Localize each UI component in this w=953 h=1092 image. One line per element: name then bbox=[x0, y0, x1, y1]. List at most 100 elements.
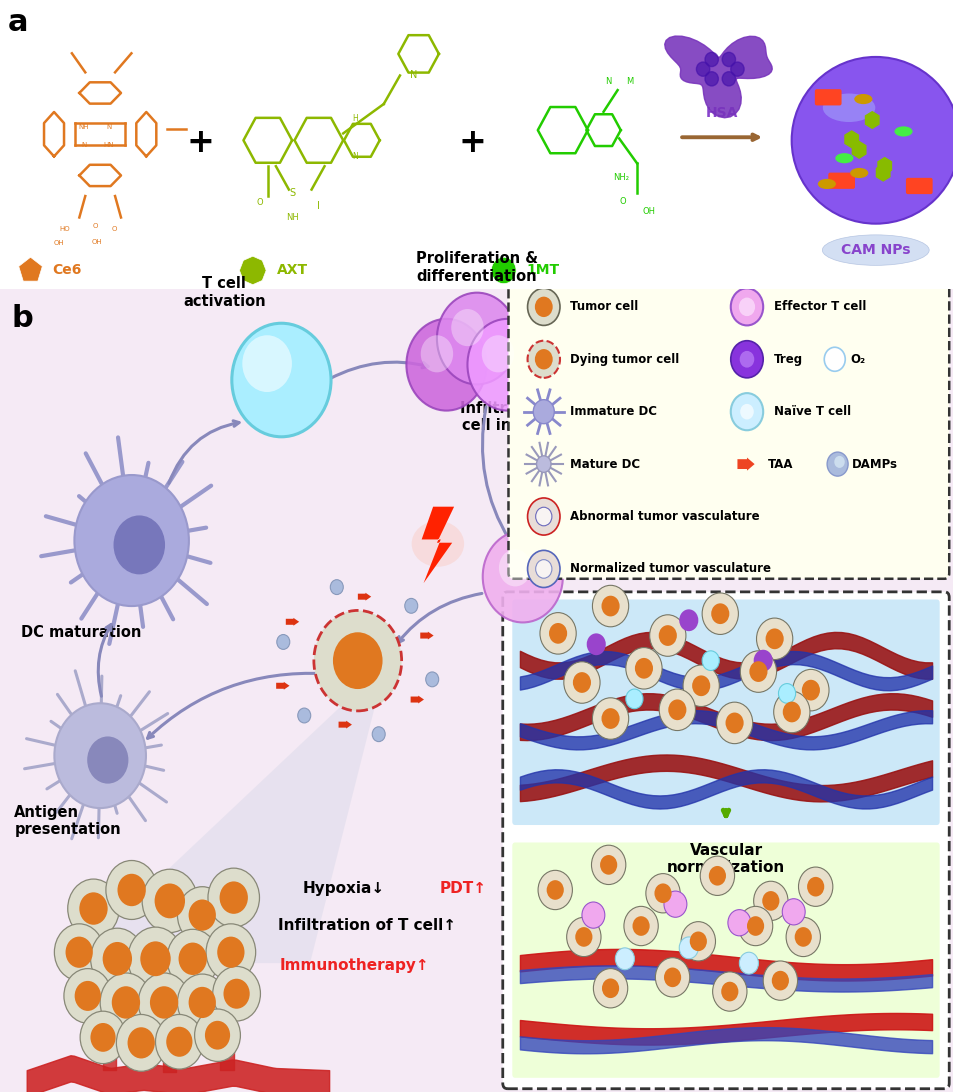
Circle shape bbox=[792, 669, 828, 711]
Text: HN: HN bbox=[104, 142, 114, 147]
Text: N: N bbox=[352, 152, 358, 162]
Circle shape bbox=[739, 952, 758, 974]
Text: NH: NH bbox=[78, 124, 89, 130]
Circle shape bbox=[572, 672, 590, 692]
Circle shape bbox=[753, 650, 772, 672]
Circle shape bbox=[649, 615, 685, 656]
Circle shape bbox=[314, 610, 401, 711]
Circle shape bbox=[712, 972, 746, 1011]
Circle shape bbox=[205, 1021, 230, 1049]
Circle shape bbox=[219, 881, 248, 914]
Circle shape bbox=[730, 288, 762, 325]
Ellipse shape bbox=[411, 521, 463, 567]
Circle shape bbox=[601, 978, 618, 998]
FancyArrow shape bbox=[286, 618, 299, 626]
Circle shape bbox=[701, 593, 738, 634]
Circle shape bbox=[206, 924, 255, 981]
Circle shape bbox=[600, 595, 619, 616]
FancyArrow shape bbox=[410, 696, 423, 703]
Text: N: N bbox=[107, 124, 112, 130]
Circle shape bbox=[150, 986, 178, 1019]
Circle shape bbox=[720, 982, 738, 1001]
Circle shape bbox=[74, 981, 101, 1011]
Circle shape bbox=[761, 891, 779, 911]
Circle shape bbox=[535, 507, 551, 525]
Circle shape bbox=[482, 531, 562, 622]
Circle shape bbox=[663, 891, 686, 917]
Polygon shape bbox=[421, 507, 454, 583]
Circle shape bbox=[116, 1014, 166, 1071]
Text: O: O bbox=[112, 226, 116, 232]
Circle shape bbox=[113, 515, 165, 574]
Text: N: N bbox=[81, 142, 87, 147]
Circle shape bbox=[730, 62, 743, 76]
Circle shape bbox=[142, 869, 197, 933]
Text: O: O bbox=[92, 223, 98, 229]
Circle shape bbox=[406, 319, 486, 411]
Circle shape bbox=[689, 931, 706, 951]
Circle shape bbox=[623, 906, 658, 946]
Circle shape bbox=[645, 874, 679, 913]
Text: Proliferation &
differentiation: Proliferation & differentiation bbox=[416, 251, 537, 284]
Circle shape bbox=[527, 498, 559, 535]
Circle shape bbox=[753, 881, 787, 921]
Circle shape bbox=[826, 452, 847, 476]
Circle shape bbox=[64, 969, 112, 1023]
Text: CAM NPs: CAM NPs bbox=[841, 244, 909, 257]
Text: T cell
activation: T cell activation bbox=[183, 276, 265, 309]
Text: Normalized tumor vasculature: Normalized tumor vasculature bbox=[570, 562, 771, 575]
Ellipse shape bbox=[835, 153, 853, 164]
Circle shape bbox=[177, 887, 227, 943]
Circle shape bbox=[659, 689, 695, 731]
FancyArrow shape bbox=[275, 681, 289, 690]
Text: b: b bbox=[11, 304, 33, 333]
Circle shape bbox=[128, 1028, 154, 1058]
Circle shape bbox=[297, 708, 311, 723]
Circle shape bbox=[701, 651, 719, 670]
Ellipse shape bbox=[821, 94, 875, 122]
FancyArrow shape bbox=[357, 593, 371, 601]
Circle shape bbox=[700, 856, 734, 895]
Circle shape bbox=[155, 1014, 203, 1069]
Circle shape bbox=[658, 625, 677, 646]
Text: TAA: TAA bbox=[767, 458, 793, 471]
Circle shape bbox=[781, 899, 804, 925]
Circle shape bbox=[177, 974, 227, 1031]
Circle shape bbox=[498, 549, 531, 586]
Circle shape bbox=[436, 293, 517, 384]
Circle shape bbox=[74, 475, 189, 606]
Circle shape bbox=[372, 727, 385, 741]
Circle shape bbox=[91, 928, 144, 989]
Circle shape bbox=[223, 978, 250, 1009]
Text: Immature DC: Immature DC bbox=[570, 405, 657, 418]
Circle shape bbox=[527, 341, 559, 378]
Circle shape bbox=[549, 622, 566, 643]
Text: S: S bbox=[289, 189, 294, 199]
FancyArrow shape bbox=[338, 721, 352, 728]
Circle shape bbox=[54, 924, 104, 981]
Circle shape bbox=[592, 585, 628, 627]
Circle shape bbox=[632, 916, 649, 936]
Circle shape bbox=[112, 986, 140, 1019]
Text: Naïve T cell: Naïve T cell bbox=[773, 405, 850, 418]
Circle shape bbox=[66, 937, 92, 968]
Circle shape bbox=[189, 900, 215, 930]
Circle shape bbox=[535, 349, 552, 369]
Circle shape bbox=[679, 937, 698, 959]
Text: Infiltration of T
cell into tumor: Infiltration of T cell into tumor bbox=[459, 401, 585, 434]
FancyBboxPatch shape bbox=[905, 178, 932, 194]
Circle shape bbox=[764, 628, 782, 649]
Text: O₂: O₂ bbox=[849, 353, 864, 366]
Circle shape bbox=[724, 712, 743, 734]
Circle shape bbox=[566, 917, 600, 957]
Circle shape bbox=[794, 927, 811, 947]
Circle shape bbox=[213, 966, 260, 1021]
Ellipse shape bbox=[791, 57, 953, 224]
Circle shape bbox=[404, 598, 417, 614]
Circle shape bbox=[680, 922, 715, 961]
Text: HSA: HSA bbox=[705, 106, 738, 120]
Circle shape bbox=[654, 883, 671, 903]
Circle shape bbox=[276, 634, 290, 650]
Circle shape bbox=[730, 393, 762, 430]
Circle shape bbox=[140, 941, 171, 976]
